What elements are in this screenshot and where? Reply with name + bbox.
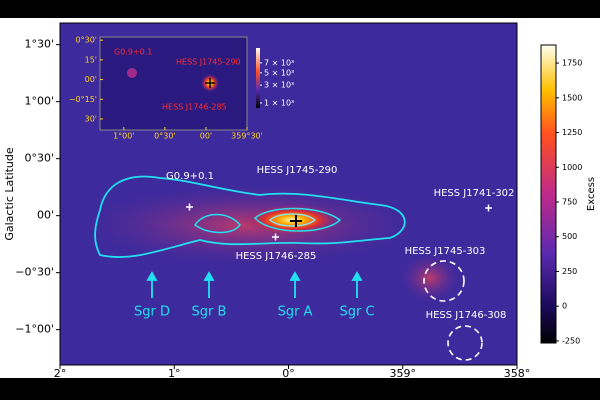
inset-colorbar-tick-label: 5 × 10³ bbox=[264, 68, 294, 77]
x-tick-label: 359° bbox=[390, 367, 417, 380]
annotation: Sgr B bbox=[192, 305, 227, 320]
x-tick-label: 1° bbox=[168, 367, 181, 380]
y-axis-label: Galactic Latitude bbox=[3, 147, 16, 241]
y-tick-label: 1°30' bbox=[24, 38, 54, 51]
inset-y-tick-label: 30' bbox=[85, 114, 97, 123]
inset-y-tick-label: −0°15' bbox=[69, 95, 97, 104]
annotation: HESS J1745-290 bbox=[257, 165, 338, 176]
annotation: Sgr D bbox=[134, 305, 170, 320]
colorbar-tick-label: 750 bbox=[562, 197, 577, 206]
annotation: G0.9+0.1 bbox=[166, 171, 214, 182]
inset-x-tick-label: 1°00' bbox=[113, 132, 134, 141]
annotation: HESS J1746-308 bbox=[426, 310, 507, 321]
inset-y-tick-label: 00' bbox=[85, 75, 97, 84]
annotation: HESS J1741-302 bbox=[434, 188, 515, 199]
x-tick-label: 2° bbox=[54, 367, 67, 380]
inset-colorbar-tick-label: 3 × 10³ bbox=[264, 81, 294, 90]
x-tick-label: 0° bbox=[282, 367, 295, 380]
colorbar-tick-label: 0 bbox=[562, 302, 567, 311]
annotation: HESS J1746-285 bbox=[236, 251, 317, 262]
inset-annotation: HESS J1746-285 bbox=[162, 103, 227, 112]
colorbar-label: Excess bbox=[586, 177, 597, 211]
y-tick-label: 00' bbox=[37, 209, 54, 222]
inset-x-tick-label: 00' bbox=[200, 132, 212, 141]
annotation: Sgr C bbox=[339, 305, 374, 320]
inset-colorbar-tick-label: 7 × 10³ bbox=[264, 58, 294, 67]
inset-y-tick-label: 0°30' bbox=[76, 36, 97, 45]
inset-x-tick-label: 0°30' bbox=[154, 132, 175, 141]
colorbar-tick-label: 1500 bbox=[562, 93, 582, 102]
bottom-band bbox=[0, 378, 600, 400]
y-tick-label: −1°00' bbox=[15, 323, 54, 336]
inset-annotation: HESS J1745-290 bbox=[176, 58, 241, 67]
top-band bbox=[0, 0, 600, 18]
inset-colorbar-tick-label: 1 × 10³ bbox=[264, 98, 294, 107]
colorbar-tick-label: 1250 bbox=[562, 128, 582, 137]
inset-y-tick-label: 15' bbox=[85, 55, 97, 64]
colorbar-tick-label: 1000 bbox=[562, 163, 582, 172]
colorbar-tick-label: 250 bbox=[562, 267, 577, 276]
inset bbox=[99, 36, 260, 131]
colorbar-tick-label: -250 bbox=[562, 336, 580, 345]
y-tick-label: 0°30' bbox=[24, 152, 54, 165]
colorbar-tick-label: 500 bbox=[562, 232, 577, 241]
x-tick-label: 358° bbox=[504, 367, 531, 380]
colorbar bbox=[540, 44, 557, 344]
colorbar-tick-label: 1750 bbox=[562, 59, 582, 68]
annotation: HESS J1745-303 bbox=[405, 246, 486, 257]
map bbox=[60, 23, 517, 365]
y-tick-label: −0°30' bbox=[15, 266, 54, 279]
y-tick-label: 1°00' bbox=[24, 95, 54, 108]
inset-x-tick-label: 359°30' bbox=[231, 132, 263, 141]
inset-annotation: G0.9+0.1 bbox=[114, 48, 152, 57]
annotation: Sgr A bbox=[278, 305, 313, 320]
